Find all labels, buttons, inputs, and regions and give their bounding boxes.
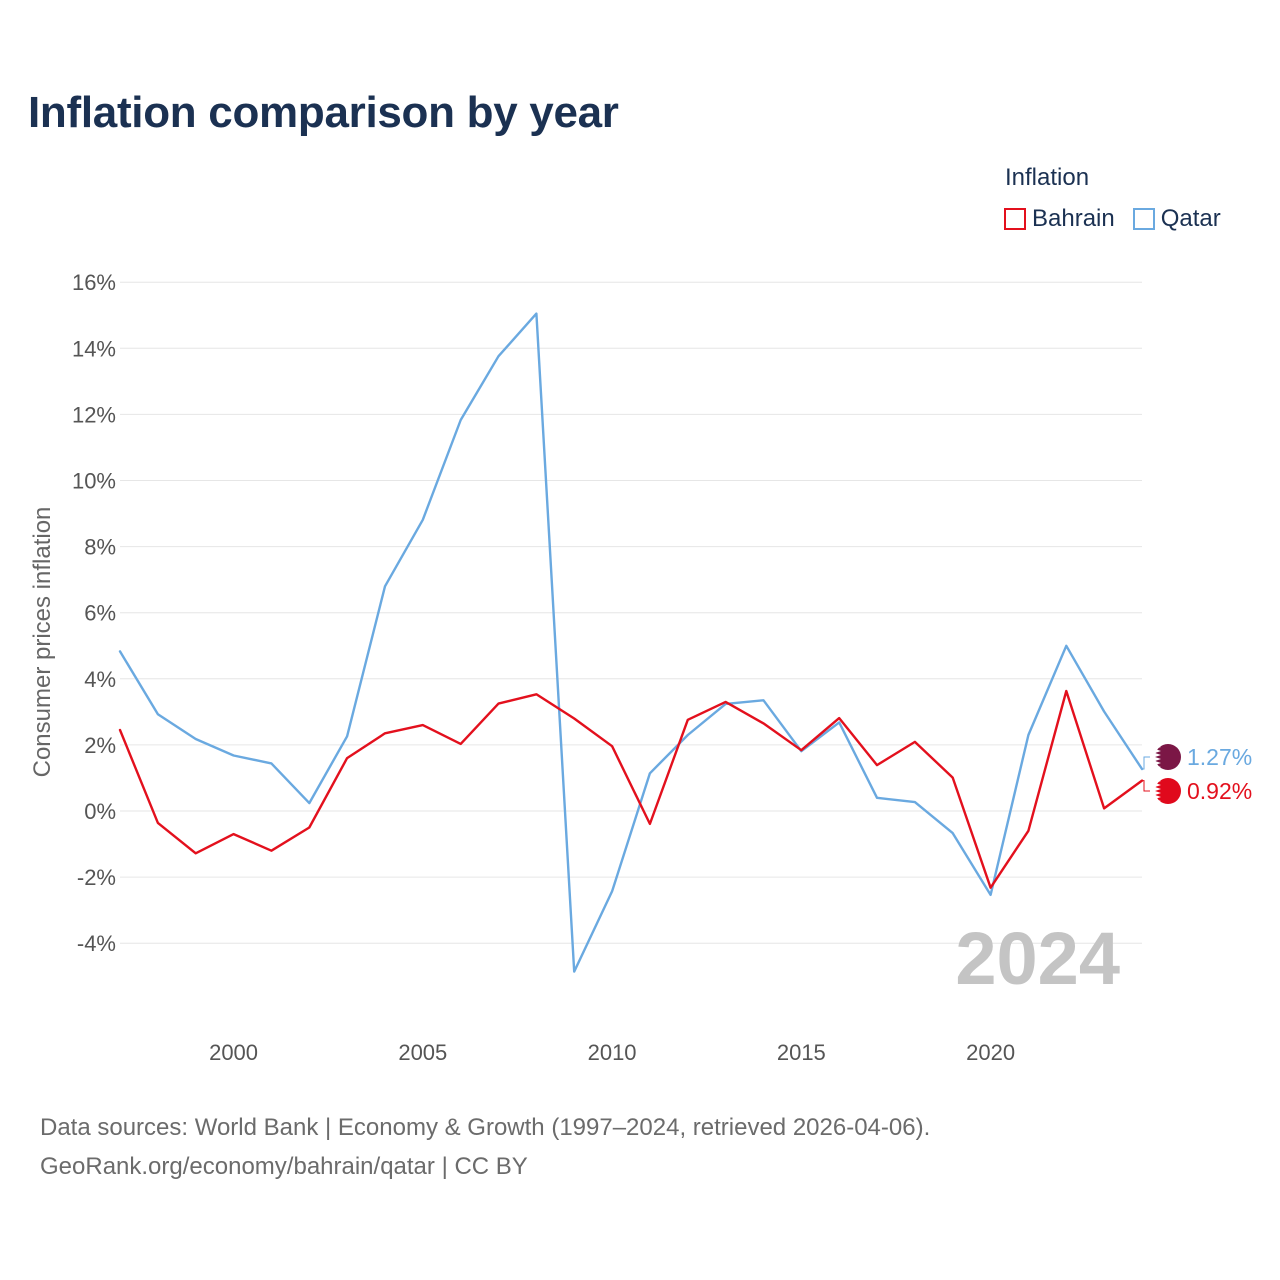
source-line-2[interactable]: GeoRank.org/economy/bahrain/qatar | CC B… [40, 1153, 528, 1180]
y-axis-label: Consumer prices inflation [29, 507, 56, 778]
y-tick-label: 2% [84, 733, 116, 758]
x-tick-label: 2020 [966, 1040, 1015, 1065]
legend-label-bahrain: Bahrain [1032, 205, 1115, 232]
line-chart: 16% 14% 12% 10% 8% 6% 4% 2% 0% -2% -4% 2000 2005 201… [29, 270, 1252, 1065]
legend-title: Inflation [1005, 164, 1090, 191]
legend-swatch-qatar [1132, 208, 1155, 230]
end-connector-bahrain [1142, 780, 1152, 792]
end-label-bahrain: 0.92% [1187, 778, 1252, 804]
flag-icon-bahrain [1150, 778, 1181, 804]
gridlines [120, 281, 1142, 944]
y-tick-label: -4% [77, 931, 116, 956]
y-tick-label: 12% [72, 402, 116, 427]
current-year-watermark: 2024 [955, 917, 1120, 1000]
y-axis-ticks: 16% 14% 12% 10% 8% 6% 4% 2% 0% -2% -4% [72, 270, 116, 956]
end-labels: 0.92% 1.27% [1142, 744, 1252, 804]
y-tick-label: 16% [72, 270, 116, 295]
y-tick-label: 6% [84, 601, 116, 626]
source-note: Data sources: World Bank | Economy & Gro… [40, 1108, 930, 1186]
series-line-qatar[interactable] [118, 312, 1144, 973]
legend-item-qatar[interactable]: Qatar [1132, 205, 1221, 233]
end-label-qatar: 1.27% [1187, 744, 1252, 770]
legend-item-bahrain[interactable]: Bahrain [1004, 205, 1115, 233]
x-tick-label: 2005 [398, 1040, 447, 1065]
x-tick-label: 2000 [209, 1040, 258, 1065]
x-axis-ticks: 2000 2005 2010 2015 2020 [209, 1040, 1015, 1065]
chart-title: Inflation comparison by year [28, 88, 619, 137]
x-tick-label: 2015 [777, 1040, 826, 1065]
y-tick-label: 8% [84, 535, 116, 560]
legend-swatch-bahrain [1004, 208, 1026, 230]
end-connector-qatar [1142, 756, 1152, 770]
legend: Bahrain Qatar [1004, 205, 1221, 233]
series-lines [118, 312, 1144, 973]
y-tick-label: -2% [77, 865, 116, 890]
y-tick-label: 0% [84, 799, 116, 824]
y-tick-label: 14% [72, 336, 116, 361]
source-line-1: Data sources: World Bank | Economy & Gro… [40, 1114, 931, 1141]
legend-label-qatar: Qatar [1160, 205, 1221, 232]
y-tick-label: 4% [84, 667, 116, 692]
flag-icon-qatar [1150, 744, 1181, 770]
x-tick-label: 2010 [588, 1040, 637, 1065]
series-line-bahrain[interactable] [118, 689, 1144, 889]
y-tick-label: 10% [72, 469, 116, 494]
